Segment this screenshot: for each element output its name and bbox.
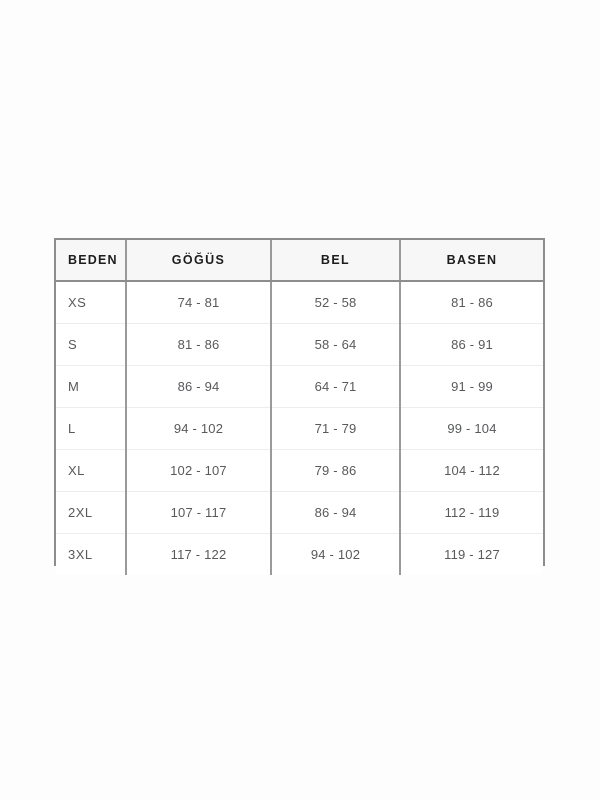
cell-beden: 3XL bbox=[56, 533, 126, 575]
cell-basen: 91 - 99 bbox=[399, 365, 543, 408]
column-header-basen: BASEN bbox=[399, 240, 543, 282]
column-header-bel: BEL bbox=[270, 240, 400, 282]
cell-gogus: 102 - 107 bbox=[125, 449, 271, 492]
cell-beden: XL bbox=[56, 449, 126, 492]
cell-basen: 119 - 127 bbox=[399, 533, 543, 575]
cell-bel: 79 - 86 bbox=[270, 449, 400, 492]
cell-gogus: 94 - 102 bbox=[125, 407, 271, 450]
cell-bel: 71 - 79 bbox=[270, 407, 400, 450]
cell-beden: 2XL bbox=[56, 491, 126, 534]
cell-beden: XS bbox=[56, 281, 126, 324]
table-row: M 86 - 94 64 - 71 91 - 99 bbox=[56, 365, 543, 408]
cell-bel: 64 - 71 bbox=[270, 365, 400, 408]
table-row: L 94 - 102 71 - 79 99 - 104 bbox=[56, 407, 543, 450]
cell-bel: 58 - 64 bbox=[270, 323, 400, 366]
cell-beden: S bbox=[56, 323, 126, 366]
cell-basen: 86 - 91 bbox=[399, 323, 543, 366]
table-row: XL 102 - 107 79 - 86 104 - 112 bbox=[56, 449, 543, 492]
size-chart-body: XS 74 - 81 52 - 58 81 - 86 S 81 - 86 58 … bbox=[56, 281, 543, 575]
cell-bel: 94 - 102 bbox=[270, 533, 400, 575]
cell-gogus: 107 - 117 bbox=[125, 491, 271, 534]
cell-basen: 81 - 86 bbox=[399, 281, 543, 324]
cell-basen: 112 - 119 bbox=[399, 491, 543, 534]
cell-beden: M bbox=[56, 365, 126, 408]
cell-gogus: 117 - 122 bbox=[125, 533, 271, 575]
cell-beden: L bbox=[56, 407, 126, 450]
size-chart-container: BEDEN GÖĞÜS BEL BASEN XS 74 - 81 52 - 58… bbox=[54, 238, 545, 575]
cell-gogus: 86 - 94 bbox=[125, 365, 271, 408]
size-chart-table: BEDEN GÖĞÜS BEL BASEN XS 74 - 81 52 - 58… bbox=[56, 240, 543, 575]
table-row: XS 74 - 81 52 - 58 81 - 86 bbox=[56, 281, 543, 324]
cell-bel: 86 - 94 bbox=[270, 491, 400, 534]
table-row: 2XL 107 - 117 86 - 94 112 - 119 bbox=[56, 491, 543, 534]
cell-basen: 104 - 112 bbox=[399, 449, 543, 492]
cell-bel: 52 - 58 bbox=[270, 281, 400, 324]
cell-basen: 99 - 104 bbox=[399, 407, 543, 450]
column-header-beden: BEDEN bbox=[56, 240, 126, 282]
header-row: BEDEN GÖĞÜS BEL BASEN bbox=[56, 240, 543, 282]
column-header-gogus: GÖĞÜS bbox=[125, 240, 271, 282]
cell-gogus: 74 - 81 bbox=[125, 281, 271, 324]
cell-gogus: 81 - 86 bbox=[125, 323, 271, 366]
table-row: S 81 - 86 58 - 64 86 - 91 bbox=[56, 323, 543, 366]
size-chart-header: BEDEN GÖĞÜS BEL BASEN bbox=[56, 240, 543, 282]
table-row: 3XL 117 - 122 94 - 102 119 - 127 bbox=[56, 533, 543, 575]
